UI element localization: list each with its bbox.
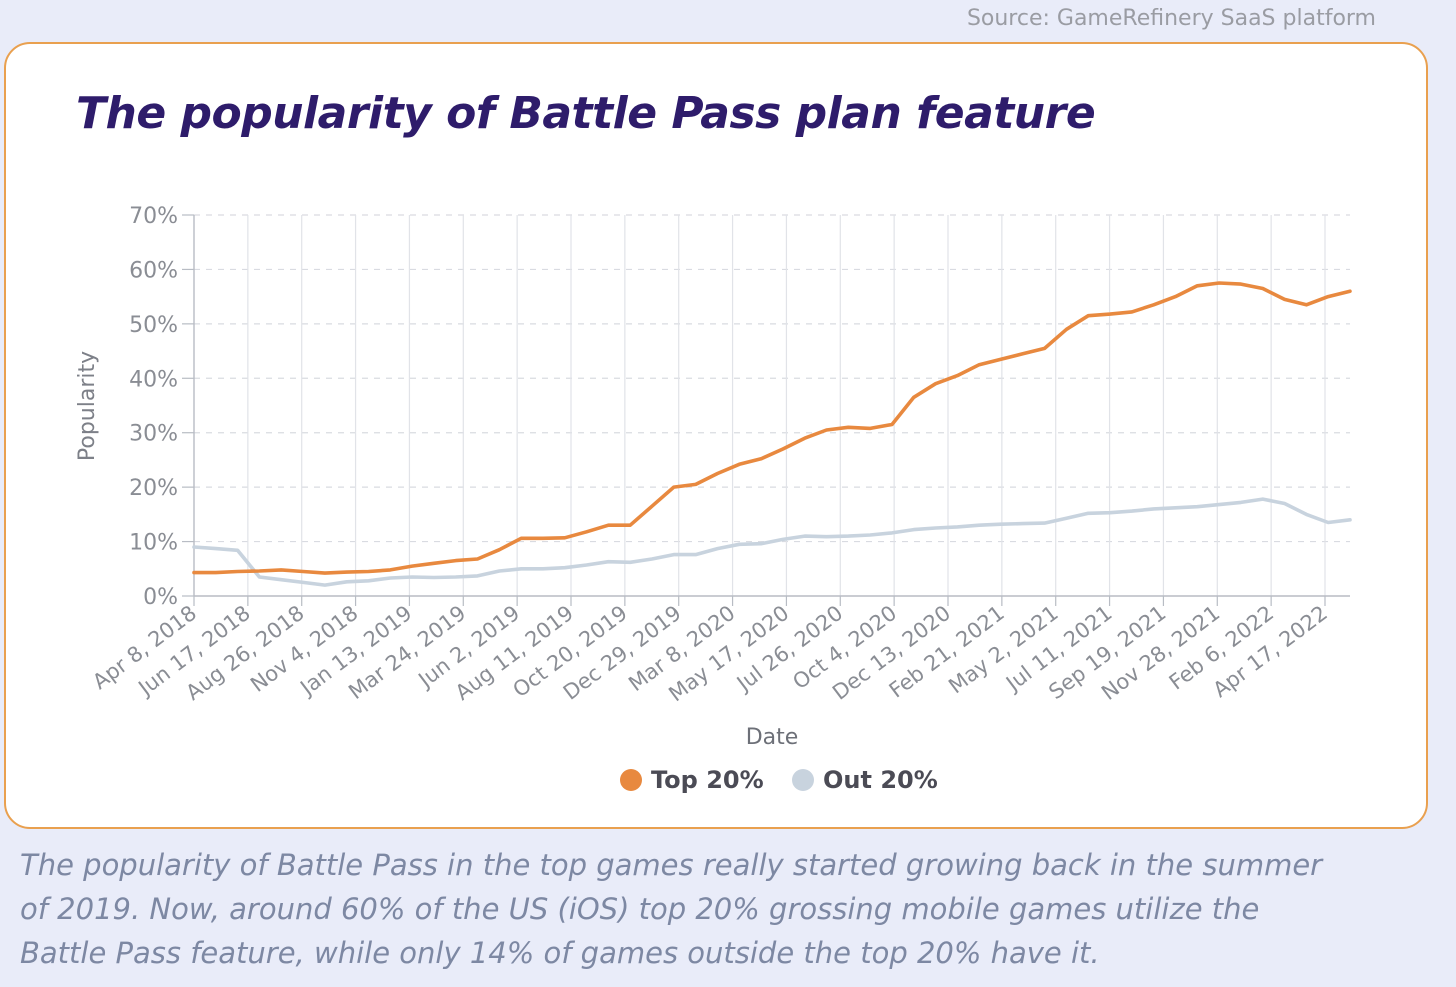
chart-card: The popularity of Battle Pass plan featu…	[4, 42, 1428, 829]
legend-label: Top 20%	[651, 766, 764, 794]
series-line-top-20	[192, 281, 1352, 575]
y-tick-label: 50%	[129, 313, 178, 338]
y-tick-label: 10%	[129, 531, 178, 556]
legend-marker	[792, 769, 814, 791]
axes	[182, 214, 1350, 606]
chart-title: The popularity of Battle Pass plan featu…	[76, 88, 1096, 139]
y-tick-label: 0%	[143, 585, 178, 610]
y-tick-label: 40%	[129, 367, 178, 392]
legend: Top 20% Out 20%	[620, 766, 938, 794]
legend-marker	[620, 769, 642, 791]
y-tick-label: 20%	[129, 476, 178, 501]
series-lines	[192, 281, 1352, 587]
series-line-out-20	[192, 497, 1352, 587]
source-note: Source: GameRefinery SaaS platform	[966, 6, 1376, 31]
y-tick-label: 30%	[129, 422, 178, 447]
y-tick-label: 60%	[129, 258, 178, 283]
y-axis-title: Popularity	[75, 351, 100, 461]
x-axis-title: Date	[746, 725, 799, 750]
grid	[194, 214, 1350, 596]
figure-caption: The popularity of Battle Pass in the top…	[20, 848, 1323, 970]
y-tick-label: 70%	[129, 204, 178, 229]
legend-label: Out 20%	[823, 766, 938, 794]
